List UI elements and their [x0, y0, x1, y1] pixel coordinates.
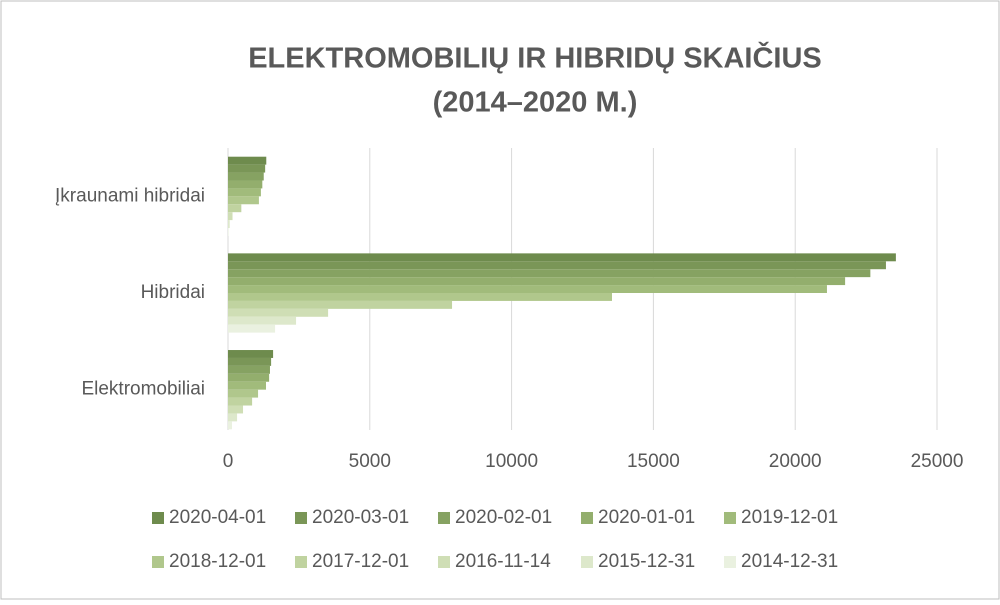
x-tick-label: 0	[223, 451, 234, 472]
legend-swatch	[438, 512, 450, 524]
x-tick-label: 10000	[485, 451, 538, 472]
bar	[228, 405, 244, 414]
legend-label: 2015-12-31	[598, 551, 695, 572]
bar	[228, 389, 259, 398]
bar	[228, 350, 274, 358]
legend-label: 2018-12-01	[169, 551, 266, 572]
legend-swatch	[295, 556, 307, 568]
bar	[228, 397, 253, 406]
legend-label: 2020-04-01	[169, 507, 266, 528]
bar	[228, 277, 846, 286]
legend-label: 2016-11-14	[455, 551, 551, 572]
bar	[228, 413, 238, 422]
legend-swatch	[724, 512, 736, 524]
legend-swatch	[152, 556, 164, 568]
bar	[228, 172, 264, 181]
bar	[228, 421, 232, 430]
legend-label: 2020-01-01	[598, 507, 695, 528]
bar	[228, 324, 276, 333]
bar	[228, 316, 297, 325]
chart-title: ELEKTROMOBILIŲ IR HIBRIDŲ SKAIČIUS	[248, 41, 822, 75]
y-tick-label: Hibridai	[141, 282, 205, 303]
bar	[228, 293, 612, 301]
bar	[228, 228, 229, 236]
bar	[228, 220, 230, 229]
bar	[228, 381, 267, 390]
legend-label: 2017-12-01	[312, 551, 409, 572]
bar	[228, 253, 896, 262]
x-tick-label: 20000	[769, 451, 822, 472]
legend-label: 2020-03-01	[312, 507, 409, 528]
bar	[228, 204, 242, 213]
legend-swatch	[295, 512, 307, 524]
y-tick-label: Įkraunami hibridai	[55, 185, 205, 206]
bar	[228, 285, 827, 293]
bar	[228, 373, 270, 382]
bar	[228, 212, 233, 221]
x-tick-label: 25000	[911, 451, 964, 472]
x-tick-label: 15000	[627, 451, 680, 472]
bar	[228, 269, 871, 278]
legend-label: 2019-12-01	[741, 507, 838, 528]
legend-label: 2014-12-31	[741, 551, 838, 572]
bar	[228, 156, 267, 165]
legend-swatch	[152, 512, 164, 524]
chart-subtitle: (2014–2020 M.)	[433, 87, 638, 119]
bar	[228, 188, 261, 197]
y-tick-label: Elektromobiliai	[81, 379, 205, 400]
legend-label: 2020-02-01	[455, 507, 552, 528]
legend-swatch	[438, 556, 450, 568]
bar	[228, 357, 272, 366]
x-tick-label: 5000	[349, 451, 391, 472]
bar	[228, 261, 886, 270]
bar	[228, 164, 266, 173]
bar	[228, 308, 329, 317]
bar	[228, 196, 259, 205]
bar	[228, 300, 453, 309]
bar	[228, 180, 263, 189]
legend-swatch	[581, 556, 593, 568]
legend-swatch	[581, 512, 593, 524]
bar	[228, 365, 270, 374]
legend-swatch	[724, 556, 736, 568]
